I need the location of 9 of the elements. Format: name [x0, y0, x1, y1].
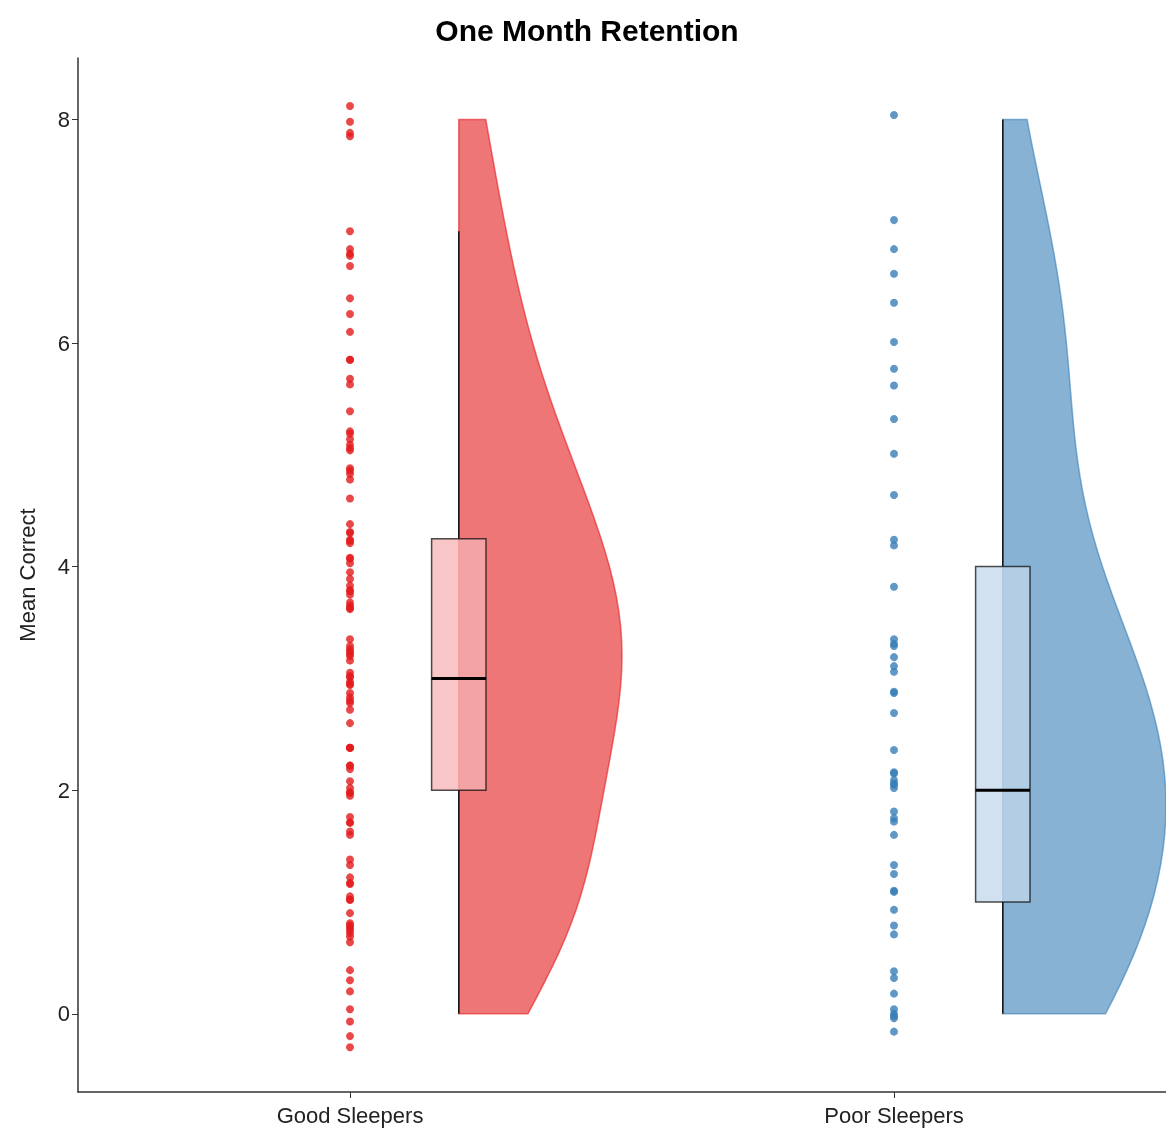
y-tick-label: 4 — [57, 554, 70, 580]
x-tick-label: Poor Sleepers — [824, 1102, 964, 1128]
y-tick-label: 0 — [57, 1001, 70, 1027]
chart-title: One Month Retention — [435, 13, 739, 47]
y-tick-label: 2 — [57, 777, 70, 803]
x-tick-label: Good Sleepers — [276, 1102, 424, 1128]
y-tick-label: 6 — [57, 330, 70, 356]
y-tick-label: 8 — [57, 106, 70, 132]
y-axis-title: Mean Correct — [14, 508, 40, 642]
